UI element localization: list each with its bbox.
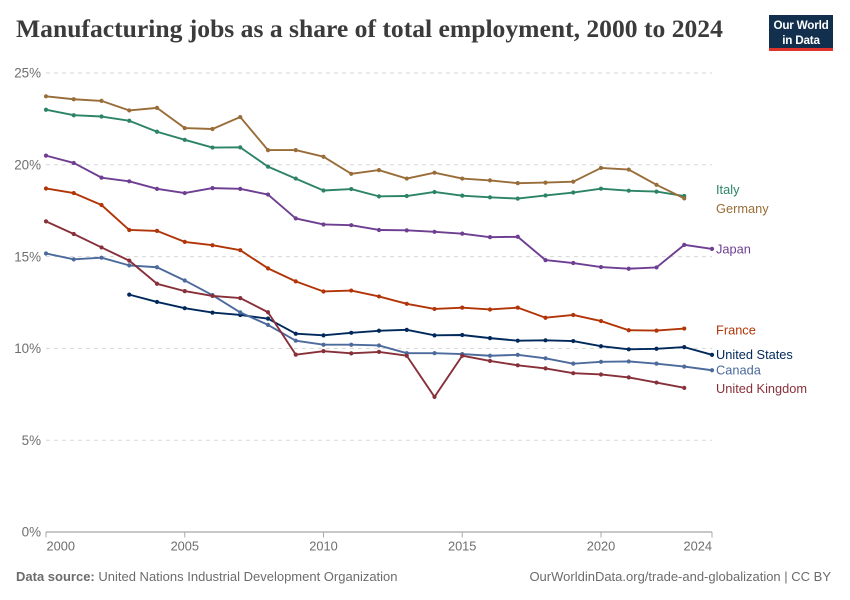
svg-text:2015: 2015: [448, 539, 476, 554]
svg-text:2010: 2010: [309, 539, 337, 554]
svg-text:2000: 2000: [47, 539, 75, 554]
svg-text:2020: 2020: [587, 539, 615, 554]
svg-text:0%: 0%: [22, 525, 41, 540]
svg-text:France: France: [716, 322, 756, 337]
svg-text:Italy: Italy: [716, 182, 740, 197]
svg-text:United States: United States: [716, 347, 793, 362]
svg-text:15%: 15%: [14, 249, 41, 264]
svg-text:Germany: Germany: [716, 201, 769, 216]
svg-text:United Kingdom: United Kingdom: [716, 381, 807, 396]
svg-text:20%: 20%: [14, 157, 41, 172]
svg-text:25%: 25%: [14, 66, 41, 81]
svg-text:5%: 5%: [22, 433, 41, 448]
svg-text:2024: 2024: [684, 539, 712, 554]
svg-text:Canada: Canada: [716, 362, 762, 377]
svg-text:2005: 2005: [171, 539, 199, 554]
svg-text:10%: 10%: [14, 341, 41, 356]
svg-text:Japan: Japan: [716, 241, 751, 256]
